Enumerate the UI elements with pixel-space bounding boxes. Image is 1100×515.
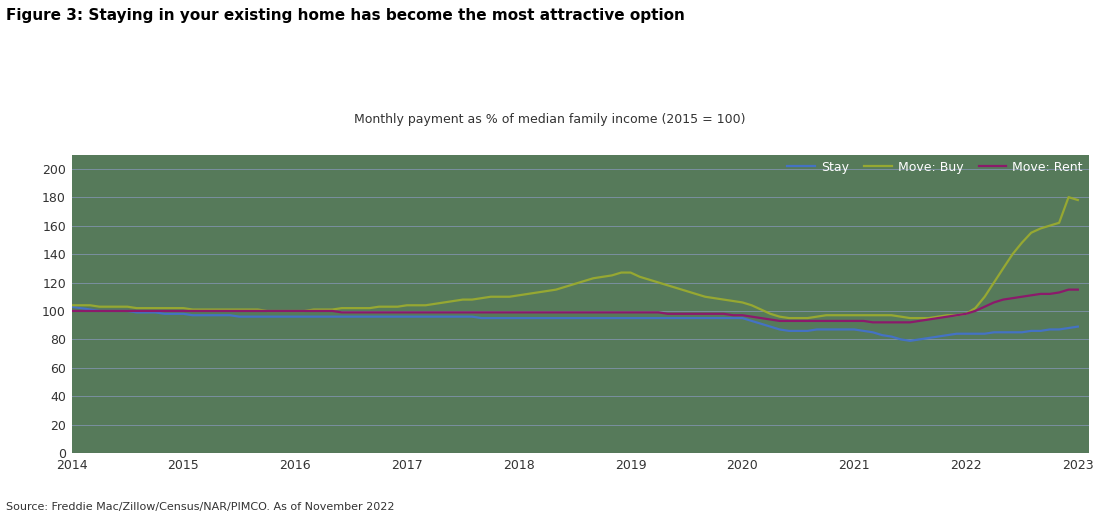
Text: Monthly payment as % of median family income (2015 = 100): Monthly payment as % of median family in… [354,113,746,126]
Stay [605,315,618,321]
Line: Move: Rent: Move: Rent [72,289,1078,322]
Move: Rent: (2.02e+03, 99): Rent: (2.02e+03, 99) [344,310,358,316]
Line: Stay: Stay [72,307,1078,341]
Stay [903,338,916,344]
Line: Move: Buy: Move: Buy [72,197,1078,318]
Move: Buy: (2.01e+03, 104): Buy: (2.01e+03, 104) [65,302,78,308]
Move: Rent: (2.02e+03, 99): Rent: (2.02e+03, 99) [615,310,628,316]
Move: Rent: (2.02e+03, 99): Rent: (2.02e+03, 99) [605,310,618,316]
Move: Rent: (2.02e+03, 97): Rent: (2.02e+03, 97) [726,312,739,318]
Move: Buy: (2.02e+03, 178): Buy: (2.02e+03, 178) [1071,197,1085,203]
Move: Buy: (2.02e+03, 125): Buy: (2.02e+03, 125) [605,272,618,279]
Stay [400,314,414,320]
Move: Buy: (2.02e+03, 95): Buy: (2.02e+03, 95) [782,315,795,321]
Text: Source: Freddie Mac/Zillow/Census/NAR/PIMCO. As of November 2022: Source: Freddie Mac/Zillow/Census/NAR/PI… [6,503,394,512]
Move: Buy: (2.02e+03, 127): Buy: (2.02e+03, 127) [615,269,628,276]
Stay [65,304,78,310]
Move: Buy: (2.02e+03, 104): Buy: (2.02e+03, 104) [400,302,414,308]
Move: Buy: (2.02e+03, 180): Buy: (2.02e+03, 180) [1062,194,1075,200]
Move: Buy: (2.02e+03, 107): Buy: (2.02e+03, 107) [726,298,739,304]
Stay [344,314,358,320]
Move: Buy: (2.01e+03, 102): Buy: (2.01e+03, 102) [140,305,153,311]
Move: Rent: (2.02e+03, 92): Rent: (2.02e+03, 92) [867,319,880,325]
Move: Buy: (2.02e+03, 102): Buy: (2.02e+03, 102) [344,305,358,311]
Stay [1071,323,1085,330]
Text: Figure 3: Staying in your existing home has become the most attractive option: Figure 3: Staying in your existing home … [6,8,684,23]
Stay [140,310,153,316]
Move: Rent: (2.02e+03, 99): Rent: (2.02e+03, 99) [400,310,414,316]
Stay [726,315,739,321]
Legend: Stay, Move: Buy, Move: Rent: Stay, Move: Buy, Move: Rent [788,161,1082,174]
Move: Rent: (2.01e+03, 100): Rent: (2.01e+03, 100) [140,308,153,314]
Move: Rent: (2.02e+03, 115): Rent: (2.02e+03, 115) [1062,286,1075,293]
Move: Rent: (2.01e+03, 100): Rent: (2.01e+03, 100) [65,308,78,314]
Move: Rent: (2.02e+03, 115): Rent: (2.02e+03, 115) [1071,286,1085,293]
Stay [615,315,628,321]
